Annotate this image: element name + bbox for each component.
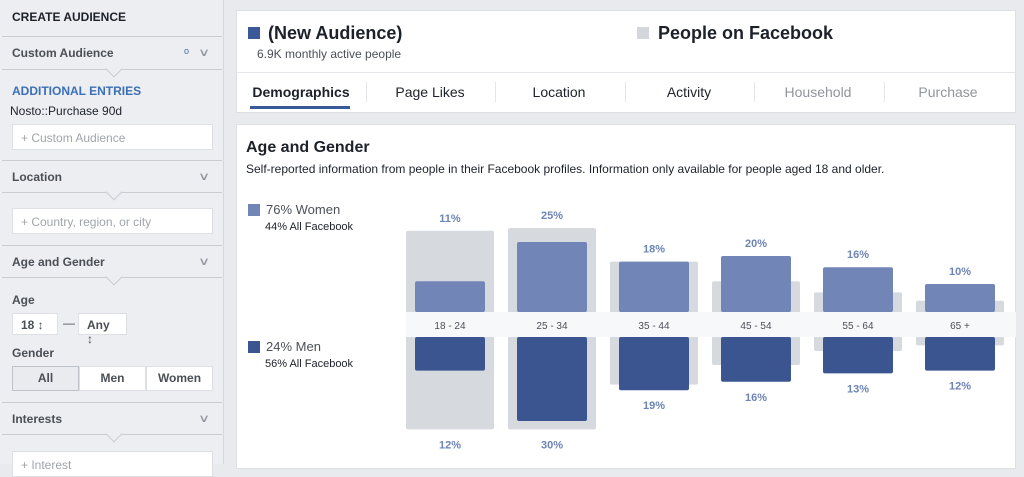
tab-demographics[interactable]: Demographics bbox=[252, 84, 350, 100]
section-description: Self-reported information from people in… bbox=[246, 162, 885, 176]
men-bar bbox=[823, 337, 893, 374]
women-bar bbox=[925, 284, 995, 312]
age-min-select[interactable]: 18 ↕ bbox=[12, 313, 58, 335]
men-legend-sub: 56% All Facebook bbox=[265, 358, 354, 370]
men-swatch bbox=[248, 341, 260, 353]
women-bar bbox=[619, 261, 689, 312]
men-legend-label: 24% Men bbox=[266, 339, 321, 354]
sidebar-title: CREATE AUDIENCE bbox=[12, 10, 127, 24]
axis-band bbox=[406, 312, 1016, 337]
women-value-label: 18% bbox=[643, 244, 665, 256]
tab-location[interactable]: Location bbox=[532, 84, 586, 100]
men-bar bbox=[517, 337, 587, 421]
section-title: Age and Gender bbox=[246, 139, 370, 156]
women-legend-label: 76% Women bbox=[266, 202, 341, 217]
audience-size: 6.9K monthly active people bbox=[257, 47, 402, 61]
men-value-label: 13% bbox=[847, 383, 869, 395]
men-bar bbox=[925, 337, 995, 371]
women-bar bbox=[823, 267, 893, 312]
active-tab-underline bbox=[250, 106, 350, 109]
gender-women-button[interactable]: Women bbox=[146, 366, 213, 391]
men-value-label: 16% bbox=[745, 392, 767, 404]
age-category-label: 45 - 54 bbox=[740, 321, 772, 332]
men-bar bbox=[619, 337, 689, 391]
men-bar bbox=[721, 337, 791, 382]
info-dot-icon: o bbox=[184, 46, 190, 56]
women-legend-sub: 44% All Facebook bbox=[265, 221, 354, 233]
women-bar bbox=[517, 242, 587, 312]
age-category-label: 18 - 24 bbox=[434, 321, 466, 332]
audience-name: (New Audience) bbox=[268, 23, 403, 43]
chevron-down-icon[interactable]: ∨ bbox=[197, 413, 211, 425]
men-value-label: 12% bbox=[949, 381, 971, 393]
men-value-label: 30% bbox=[541, 439, 563, 451]
men-value-label: 19% bbox=[643, 400, 665, 412]
tab-purchase[interactable]: Purchase bbox=[918, 84, 978, 100]
compare-name: People on Facebook bbox=[658, 23, 834, 43]
men-value-label: 12% bbox=[439, 439, 461, 451]
women-swatch bbox=[248, 204, 260, 216]
age-max-select[interactable]: Any ↕ bbox=[78, 313, 127, 346]
chevron-down-icon[interactable]: ∨ bbox=[197, 47, 211, 59]
sidebar: CREATE AUDIENCE Custom Audience o ∨ ADDI… bbox=[0, 0, 224, 477]
age-label: Age bbox=[12, 293, 35, 307]
age-dash: — bbox=[63, 316, 75, 330]
custom-audience-entry[interactable]: Nosto::Purchase 90d bbox=[10, 104, 123, 118]
tab-household[interactable]: Household bbox=[784, 84, 852, 100]
chevron-down-icon[interactable]: ∨ bbox=[197, 171, 211, 183]
tab-activity[interactable]: Activity bbox=[666, 84, 712, 100]
audience-swatch bbox=[248, 27, 260, 39]
women-value-label: 10% bbox=[949, 266, 971, 278]
women-value-label: 20% bbox=[745, 238, 767, 250]
location-input[interactable]: + Country, region, or city bbox=[12, 208, 213, 234]
age-category-label: 65 + bbox=[950, 321, 970, 332]
women-bar bbox=[415, 281, 485, 312]
chevron-down-icon[interactable]: ∨ bbox=[197, 256, 211, 268]
age-gender-chart: 11% 12% 18 - 24 25% 30% 25 - 34 18% 19% 35 - 44 2… bbox=[406, 210, 1016, 452]
women-value-label: 16% bbox=[847, 249, 869, 261]
age-gender-header[interactable]: Age and Gender bbox=[12, 255, 105, 269]
custom-audience-input[interactable]: + Custom Audience bbox=[12, 124, 213, 150]
tab-divider bbox=[625, 82, 626, 102]
women-value-label: 11% bbox=[439, 213, 461, 225]
age-category-label: 35 - 44 bbox=[638, 321, 670, 332]
women-bar bbox=[721, 256, 791, 312]
women-value-label: 25% bbox=[541, 210, 563, 222]
tab-divider bbox=[884, 82, 885, 102]
tab-divider bbox=[366, 82, 367, 102]
interests-header[interactable]: Interests bbox=[12, 412, 63, 426]
custom-audience-header[interactable]: Custom Audience bbox=[12, 46, 114, 60]
gender-men-button[interactable]: Men bbox=[79, 366, 146, 391]
tab-page-likes[interactable]: Page Likes bbox=[395, 84, 465, 100]
age-category-label: 25 - 34 bbox=[536, 321, 568, 332]
age-category-label: 55 - 64 bbox=[842, 321, 874, 332]
compare-swatch bbox=[637, 27, 649, 39]
gender-all-button[interactable]: All bbox=[12, 366, 79, 391]
tab-divider bbox=[754, 82, 755, 102]
additional-entries-label: ADDITIONAL ENTRIES bbox=[12, 84, 142, 98]
tab-divider bbox=[495, 82, 496, 102]
gender-label: Gender bbox=[12, 346, 55, 360]
men-bar bbox=[415, 337, 485, 371]
location-header[interactable]: Location bbox=[12, 170, 62, 184]
